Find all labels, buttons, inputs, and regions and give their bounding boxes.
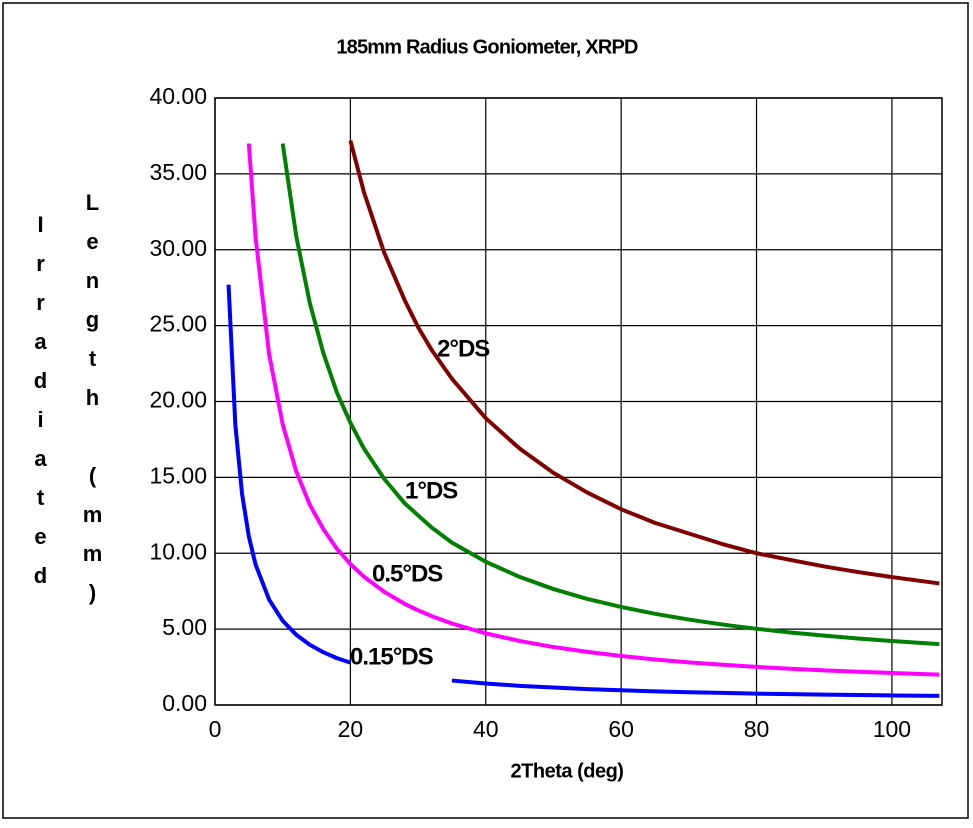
y-axis-label: Irradiated [28, 212, 53, 602]
x-tick-label: 0 [209, 716, 222, 742]
series-line [280, 143, 940, 647]
y-tick-label: 20.00 [149, 387, 207, 413]
y-tick-label: 15.00 [149, 462, 207, 488]
y-tick-label: 0.00 [162, 690, 207, 716]
x-tick-label: 100 [873, 716, 911, 742]
y-tick-label: 10.00 [149, 538, 207, 564]
series-line [226, 284, 940, 698]
series-label: 1°DS [405, 477, 458, 504]
x-tick-label: 80 [744, 716, 770, 742]
series-line [348, 139, 940, 586]
y-tick-label: 40.00 [149, 83, 207, 109]
x-tick-label: 20 [338, 716, 364, 742]
series-line [246, 143, 940, 677]
y-tick-label: 25.00 [149, 311, 207, 337]
x-tick-label: 60 [608, 716, 634, 742]
series-label: 0.15°DS [350, 643, 434, 670]
chart-title: 185mm Radius Goniometer, XRPD [336, 36, 638, 58]
x-tick-label: 40 [473, 716, 499, 742]
y-tick-label: 35.00 [149, 159, 207, 185]
y-tick-label: 5.00 [162, 614, 207, 640]
x-axis-label: 2Theta (deg) [511, 760, 624, 782]
y-tick-label: 30.00 [149, 235, 207, 261]
y-axis-label: Length (mm) [80, 190, 105, 619]
series-label: 0.5°DS [372, 560, 443, 587]
series-label: 2°DS [437, 335, 490, 362]
